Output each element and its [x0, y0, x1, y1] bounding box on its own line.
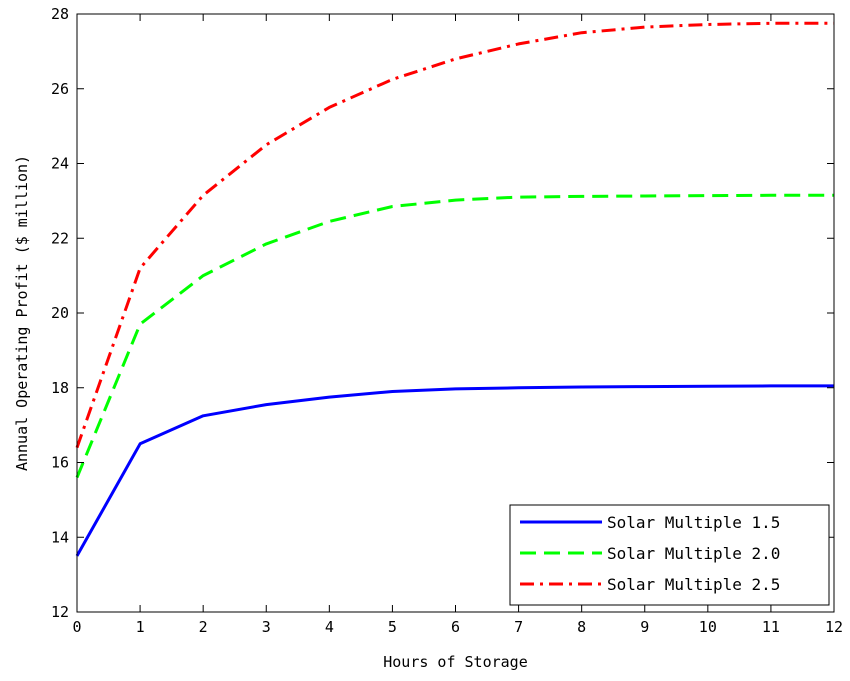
- series-line-2: [75, 193, 834, 479]
- legend: Solar Multiple 1.5 Solar Multiple 2.0 Sola…: [509, 504, 830, 606]
- y-tick-label: 26: [51, 80, 69, 98]
- y-tick-label: 28: [51, 5, 69, 23]
- x-tick-label: 8: [577, 618, 586, 636]
- legend-label-2: Solar Multiple 2.0: [607, 544, 780, 563]
- y-tick-label: 22: [51, 229, 69, 247]
- y-tick-label: 20: [51, 304, 69, 322]
- y-tick-label: 18: [51, 379, 69, 397]
- y-tick-label: 24: [51, 155, 69, 173]
- x-tick-label: 7: [514, 618, 523, 636]
- x-tick-label: 0: [72, 618, 81, 636]
- x-tick-label: 1: [136, 618, 145, 636]
- series-line-3: [75, 21, 834, 449]
- x-tick-label: 10: [699, 618, 717, 636]
- x-axis-label: Hours of Storage: [383, 653, 528, 671]
- x-tick-label: 4: [325, 618, 334, 636]
- y-tick-label: 16: [51, 454, 69, 472]
- x-tick-label: 5: [388, 618, 397, 636]
- x-tick-label: 6: [451, 618, 460, 636]
- x-tick-label: 2: [199, 618, 208, 636]
- x-tick-label: 3: [262, 618, 271, 636]
- x-tick-label: 9: [640, 618, 649, 636]
- y-tick-label: 14: [51, 528, 69, 546]
- y-tick-label: 12: [51, 603, 69, 621]
- series-line-1: [75, 384, 834, 557]
- legend-label-3: Solar Multiple 2.5: [607, 575, 780, 594]
- y-axis-label: Annual Operating Profit ($ million): [13, 155, 31, 471]
- legend-label-1: Solar Multiple 1.5: [607, 513, 780, 532]
- x-tick-label: 12: [825, 618, 843, 636]
- x-tick-label: 11: [762, 618, 780, 636]
- plot-layer: [75, 21, 834, 557]
